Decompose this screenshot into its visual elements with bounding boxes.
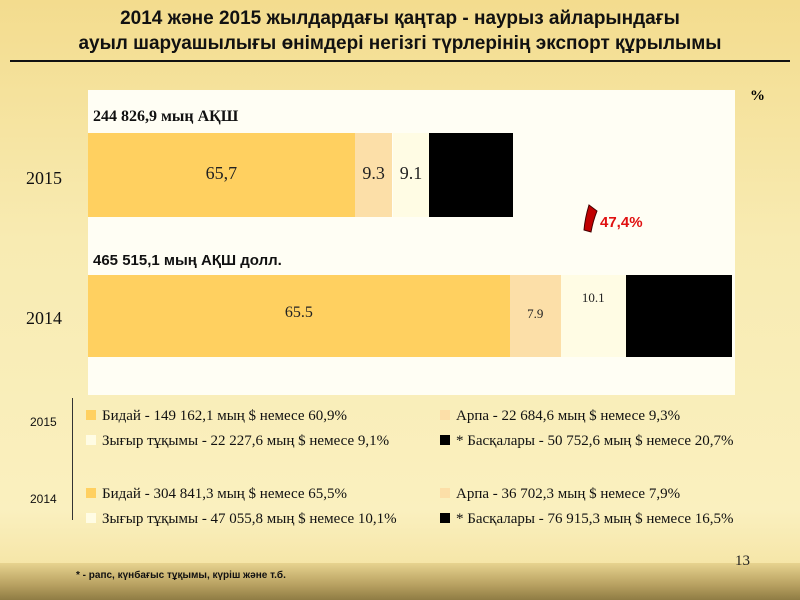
- title-line-2: ауыл шаруашылығы өнімдері негізгі түрлер…: [78, 33, 722, 54]
- legend-swatch: [440, 488, 450, 498]
- category-label-2014: 2014: [26, 308, 62, 328]
- title-divider: [10, 60, 790, 62]
- bar-2015-1: [354, 133, 393, 217]
- legend-item: Бидай - 304 841,3 мың $ немесе 65,5%: [86, 486, 347, 503]
- slide-title: 2014 және 2015 жылдардағы қаңтар - науры…: [0, 6, 800, 56]
- legend-item: Зығыр тұқымы - 22 227,6 мың $ немесе 9,1…: [86, 433, 389, 450]
- legend-swatch: [440, 513, 450, 523]
- bar-2015-2: [392, 133, 430, 217]
- legend-swatch: [86, 435, 96, 445]
- page-number: 13: [735, 553, 750, 569]
- legend-swatch: [86, 513, 96, 523]
- data-label: 10.1: [581, 290, 605, 305]
- legend-item: * Басқалары - 50 752,6 мың $ немесе 20,7…: [440, 433, 734, 450]
- legend-year-2015: 2015: [30, 415, 57, 429]
- footnote: * - рапс, күнбағыс тұқымы, күріш және т.…: [76, 570, 286, 581]
- legend-item: Бидай - 149 162,1 мың $ немесе 60,9%: [86, 408, 347, 425]
- legend-year-2014: 2014: [30, 492, 57, 506]
- footer-band: [0, 563, 800, 600]
- red-curved-arrow-down-icon: [583, 204, 598, 233]
- legend-swatch: [86, 488, 96, 498]
- category-label-2015: 2015: [26, 168, 62, 188]
- data-label: 65,7: [205, 163, 238, 183]
- total-2014: 465 515,1 мың АҚШ долл.: [93, 252, 282, 269]
- bar-2015-3: [429, 133, 514, 217]
- growth-annotation: 47,4%: [600, 214, 643, 231]
- bar-2014-3: [625, 275, 732, 357]
- data-label: 9.1: [399, 163, 423, 183]
- bar-2014-0: [88, 275, 510, 357]
- legend-divider: [72, 398, 73, 520]
- data-label: 9.3: [362, 163, 385, 183]
- legend-item: Зығыр тұқымы - 47 055,8 мың $ немесе 10,…: [86, 511, 397, 528]
- legend-text: Бидай - 149 162,1 мың $ немесе 60,9%: [102, 408, 348, 424]
- legend-swatch: [440, 410, 450, 420]
- data-label: 7.9: [527, 306, 544, 321]
- legend-swatch: [440, 435, 450, 445]
- bar-2015-0: [88, 133, 355, 217]
- legend-item: Арпа - 36 702,3 мың $ немесе 7,9%: [440, 486, 680, 503]
- legend-item: Арпа - 22 684,6 мың $ немесе 9,3%: [440, 408, 680, 425]
- legend-text: * Басқалары - 50 752,6 мың $ немесе 20,7…: [456, 433, 734, 449]
- legend-swatch: [86, 410, 96, 420]
- data-label: 65.5: [284, 304, 313, 321]
- legend-text: Арпа - 36 702,3 мың $ немесе 7,9%: [456, 486, 681, 502]
- legend-text: Зығыр тұқымы - 22 227,6 мың $ немесе 9,1…: [102, 433, 390, 449]
- legend-item: * Басқалары - 76 915,3 мың $ немесе 16,5…: [440, 511, 734, 528]
- legend-text: Арпа - 22 684,6 мың $ немесе 9,3%: [456, 408, 681, 424]
- legend-text: Зығыр тұқымы - 47 055,8 мың $ немесе 10,…: [102, 511, 397, 527]
- bar-2014-1: [509, 275, 561, 357]
- unit-label: %: [750, 88, 765, 104]
- title-line-1: 2014 және 2015 жылдардағы қаңтар - науры…: [120, 8, 680, 29]
- bar-2014-2: [560, 275, 626, 357]
- legend-text: * Басқалары - 76 915,3 мың $ немесе 16,5…: [456, 511, 734, 527]
- legend-text: Бидай - 304 841,3 мың $ немесе 65,5%: [102, 486, 348, 502]
